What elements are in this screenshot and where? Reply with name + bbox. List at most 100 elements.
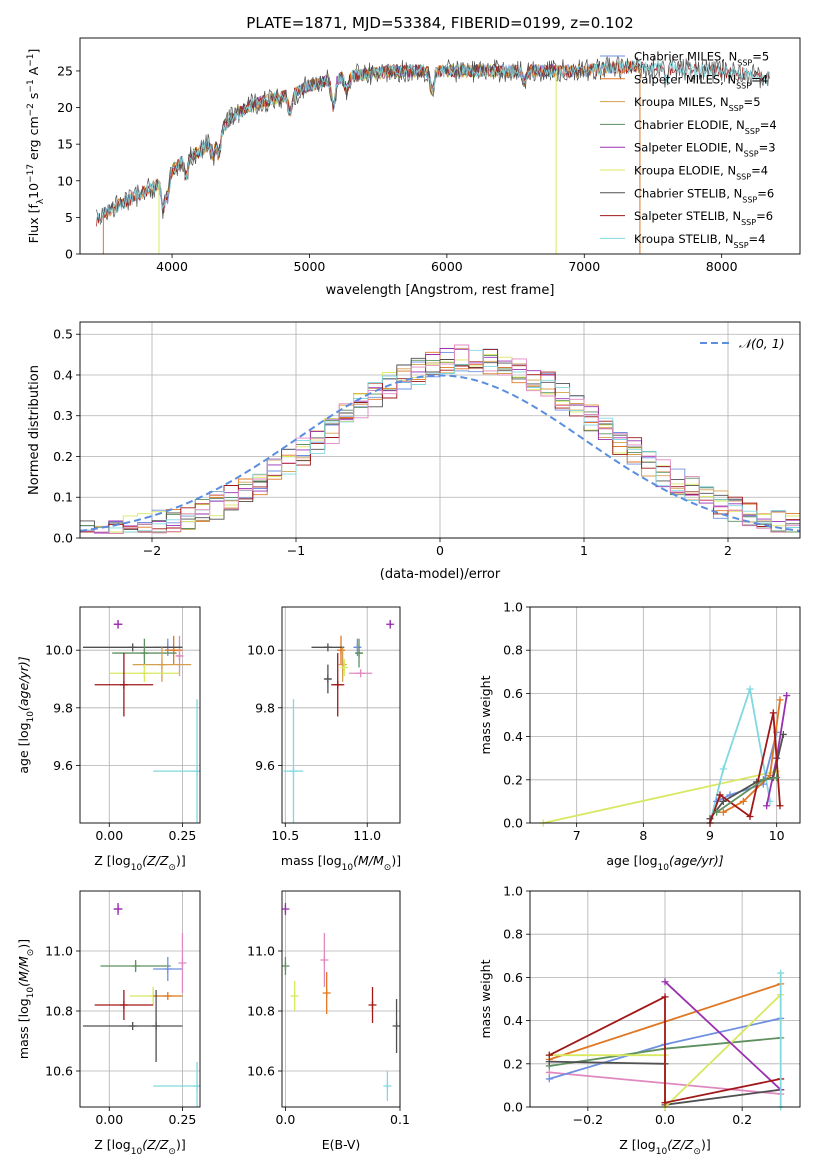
- data-point-marker: [128, 643, 137, 652]
- weight-point-marker: [746, 685, 754, 693]
- data-point-marker: [322, 989, 331, 997]
- legend-entry-sub: SSP: [736, 81, 751, 90]
- spectrum-series-line: [103, 59, 641, 218]
- legend-entry-name: Kroupa STELIB: [634, 232, 718, 246]
- weight-series-line: [709, 688, 771, 823]
- x-axis-label: wavelength [Angstrom, rest frame]: [326, 283, 555, 298]
- weight-point-marker: [661, 978, 669, 986]
- y-tick-label: 0.8: [503, 927, 523, 942]
- data-point-marker: [383, 1082, 392, 1090]
- x-tick-label: 11.0: [353, 828, 381, 843]
- data-point-marker: [386, 620, 395, 629]
- x-tick-label: 5000: [294, 259, 326, 274]
- y-axis-label-part: (age/yr)]: [16, 656, 31, 711]
- y-tick-label: 9.8: [255, 700, 275, 715]
- y-axis-label-part: Flux [f: [26, 204, 41, 244]
- x-axis-label-part: 10: [342, 863, 354, 873]
- data-point-marker: [175, 651, 184, 660]
- y-tick-label: 0.4: [503, 1013, 523, 1028]
- age-vs-mass-panel: 10.5 11.0 9.6 9.8 10.0 mass [log10(M/M⊙)]: [247, 606, 401, 873]
- legend-entry-name: Chabrier ELODIE: [634, 118, 729, 132]
- legend-entry-count: 6: [767, 186, 774, 200]
- x-tick-label: 0.00: [95, 1112, 123, 1127]
- y-axis-label-part: ]: [26, 49, 41, 54]
- x-axis-label-part: )]: [176, 1137, 186, 1152]
- data-point-marker: [323, 675, 332, 683]
- legend-entry-name: Kroupa ELODIE: [634, 164, 720, 178]
- y-tick-label: 0.5: [53, 327, 73, 342]
- x-axis-label-part: ⊙: [384, 863, 392, 873]
- data-point-marker: [119, 680, 128, 689]
- y-tick-label: 11.0: [45, 944, 73, 959]
- y-axis-label-part: 10: [26, 987, 36, 999]
- legend-entry-n-label: , N: [729, 118, 745, 132]
- legend-entry: Kroupa STELIB, NSSP=4: [634, 232, 766, 250]
- weight-point-marker: [783, 692, 791, 700]
- x-axis-label-part: )]: [176, 853, 186, 868]
- legend-entry-n-label: , N: [713, 95, 729, 109]
- spectrum-series-line: [158, 63, 557, 217]
- weight-point-marker: [719, 765, 727, 773]
- legend-entry-sub: SSP: [745, 126, 760, 135]
- legend-entry-count: 4: [758, 232, 765, 246]
- legend-entry-eq: =: [760, 118, 770, 132]
- y-tick-label: 1.0: [503, 884, 523, 899]
- y-tick-label: 0.2: [503, 1056, 523, 1071]
- y-tick-label: 10.0: [247, 643, 275, 658]
- legend-entry: Kroupa MILES, NSSP=5: [634, 95, 761, 113]
- legend-entry-name: Salpeter ELODIE: [634, 141, 728, 155]
- data-point-marker: [340, 663, 349, 672]
- weight-series-line: [664, 981, 782, 1091]
- x-axis-label-part: )]: [701, 1137, 711, 1152]
- y-tick-label: 0.1: [53, 490, 73, 505]
- y-tick-label: 15: [57, 137, 73, 152]
- y-axis-label-part: erg cm: [26, 116, 41, 164]
- weight-point-marker: [545, 1075, 553, 1083]
- data-point-marker: [114, 620, 123, 629]
- legend-entry: Kroupa ELODIE, NSSP=4: [634, 164, 768, 182]
- data-point-marker: [289, 767, 298, 776]
- x-axis-label-part: (Z/Z: [142, 853, 169, 868]
- legend-entry: Chabrier MILES, NSSP=5: [634, 50, 769, 68]
- x-axis-label-part: ⊙: [168, 1147, 176, 1157]
- normal-legend-label: 𝒩(0, 1): [739, 336, 785, 351]
- x-tick-label: 4000: [156, 259, 188, 274]
- x-axis-label: age [log10(age/yr)]: [606, 853, 723, 873]
- legend-entry-name: Chabrier STELIB: [634, 186, 726, 200]
- x-axis-label-part: Z [log: [94, 853, 130, 868]
- y-axis-label-part: )]: [16, 939, 31, 949]
- y-tick-label: 0.4: [53, 367, 73, 382]
- legend-entry-n-label: , N: [718, 232, 734, 246]
- legend-entry: Chabrier ELODIE, NSSP=4: [634, 118, 777, 136]
- data-point-marker: [163, 992, 172, 1000]
- y-axis-label: Flux [fλ10−17 erg cm−2 s−1 A−1]: [26, 49, 46, 244]
- x-axis-label-part: age [log: [606, 853, 657, 868]
- legend-entry-sub: SSP: [736, 172, 751, 181]
- legend-entry-sub: SSP: [742, 195, 757, 204]
- x-axis-label-part: 10: [131, 1147, 143, 1157]
- x-tick-label: 2: [724, 543, 732, 558]
- legend-entry-sub: SSP: [729, 104, 744, 113]
- x-tick-label: 7000: [568, 259, 600, 274]
- x-axis-label: Z [log10(Z/Z⊙)]: [619, 1137, 710, 1157]
- legend-entry-eq: =: [757, 186, 767, 200]
- axes-frame: [79, 606, 201, 824]
- legend-entry-count: 6: [766, 209, 773, 223]
- y-axis-label-part: A: [26, 66, 41, 79]
- legend-entry-count: 4: [769, 118, 776, 132]
- y-tick-label: 10.8: [247, 1004, 275, 1019]
- x-axis-label-part: mass [log: [281, 853, 342, 868]
- y-tick-label: 0.6: [503, 686, 523, 701]
- y-tick-label: 10.6: [45, 1064, 73, 1079]
- x-axis-label-part: (M/M: [353, 853, 384, 868]
- data-point-marker: [355, 649, 364, 658]
- x-tick-label: 0.25: [169, 828, 197, 843]
- axes-frame: [79, 321, 801, 539]
- y-axis-label: mass weight: [478, 959, 493, 1038]
- x-axis-label-part: ⊙: [168, 863, 176, 873]
- x-axis-label-part: (Z/Z: [667, 1137, 694, 1152]
- axes-frame: [529, 606, 801, 824]
- normal-curve: [80, 374, 800, 532]
- legend-entry: Chabrier STELIB, NSSP=6: [634, 186, 774, 204]
